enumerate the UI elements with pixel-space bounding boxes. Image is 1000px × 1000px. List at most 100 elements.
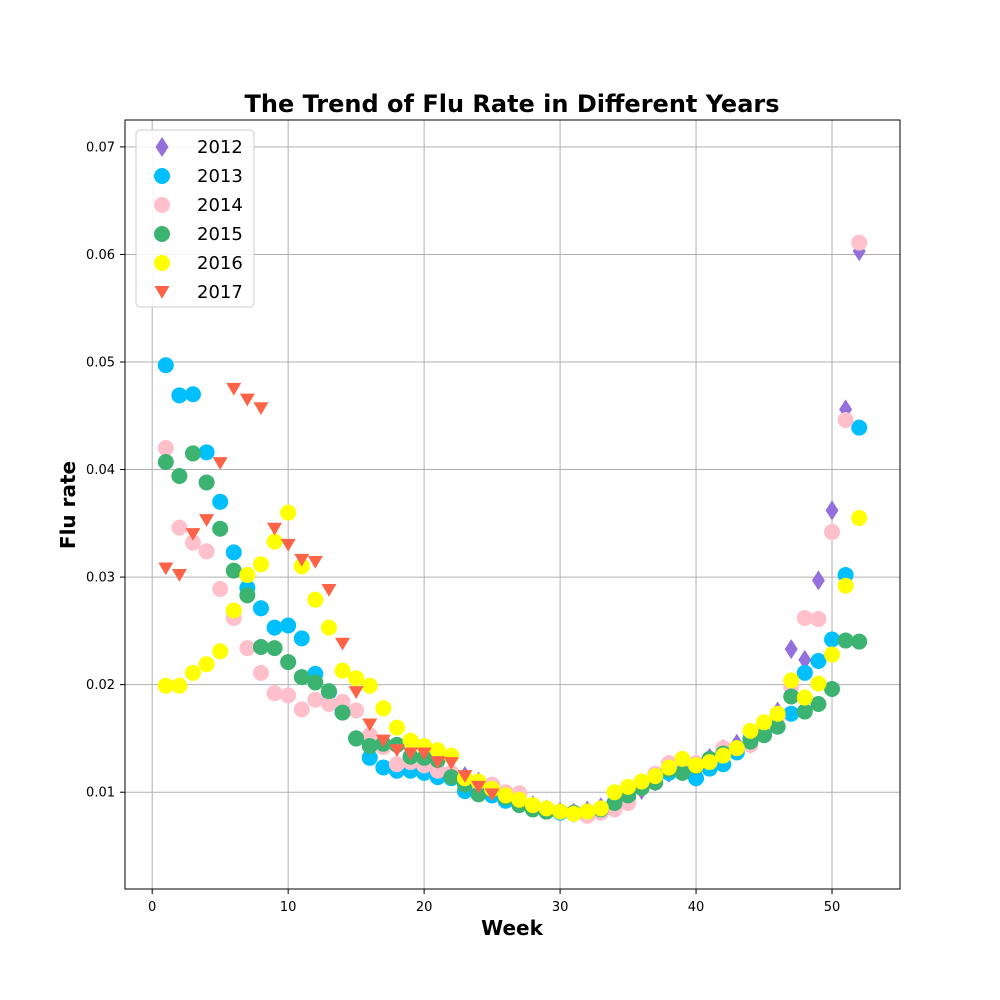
data-point [362, 718, 378, 732]
data-point [810, 675, 827, 692]
data-point [239, 640, 256, 657]
data-point [388, 756, 405, 773]
x-tick-label: 40 [688, 900, 705, 915]
data-point [430, 756, 446, 769]
data-point [416, 747, 432, 761]
data-point [403, 747, 419, 761]
data-point [293, 669, 310, 686]
data-point [225, 602, 242, 619]
data-point [252, 639, 269, 656]
x-tick-label: 20 [416, 900, 433, 915]
data-point [307, 691, 324, 708]
data-point [307, 556, 323, 569]
data-point [185, 528, 201, 541]
data-point [293, 701, 310, 718]
data-point [321, 584, 337, 597]
data-point [552, 803, 569, 820]
legend-marker [155, 137, 169, 157]
data-point [565, 805, 582, 822]
legend-item-2012: 2012 [155, 137, 243, 158]
data-point [798, 649, 812, 670]
data-point [157, 440, 174, 457]
data-point [253, 402, 269, 415]
data-point [647, 768, 664, 785]
data-point [361, 737, 378, 754]
legend-marker [154, 286, 170, 299]
data-point [320, 696, 337, 713]
y-tick-label: 0.06 [86, 248, 115, 263]
data-point [824, 646, 841, 663]
data-point [320, 683, 337, 700]
data-point [633, 773, 650, 790]
data-point [389, 744, 405, 758]
x-tick-label: 30 [552, 900, 569, 915]
data-point [348, 702, 365, 719]
plot-frame [124, 119, 901, 890]
data-point [375, 734, 391, 748]
data-point [266, 640, 283, 657]
legend-label: 2013 [197, 166, 243, 187]
data-point [212, 643, 229, 660]
data-point [688, 770, 705, 787]
data-point [361, 749, 378, 766]
data-point [674, 764, 691, 781]
data-point [497, 787, 514, 804]
data-point [157, 357, 174, 374]
data-point [184, 445, 201, 462]
data-point [824, 631, 841, 648]
data-point [837, 412, 854, 429]
data-point [335, 637, 351, 651]
data-point [198, 444, 215, 461]
data-point [538, 800, 555, 817]
data-point [756, 727, 773, 744]
y-tick-label: 0.01 [86, 786, 115, 801]
data-point [280, 538, 296, 552]
data-point [280, 654, 297, 671]
data-point [824, 680, 841, 697]
data-point [825, 500, 839, 521]
data-point [348, 686, 364, 699]
legend-label: 2017 [197, 282, 243, 303]
data-point [470, 786, 487, 803]
axis-ticks: 0 10 20 30 40 50 0.01 0.02 0.03 0.04 0.05 0.06 0.07 [86, 140, 840, 915]
data-point [212, 457, 228, 470]
data-point [851, 633, 868, 650]
data-point [280, 504, 297, 521]
data-point [361, 677, 378, 694]
data-point [769, 718, 786, 735]
data-point [294, 553, 310, 567]
data-point [796, 703, 813, 720]
data-point [266, 685, 283, 702]
data-point [171, 677, 188, 694]
data-point [784, 639, 798, 660]
data-point [796, 664, 813, 681]
data-point [688, 757, 705, 774]
y-tick-label: 0.02 [86, 678, 115, 693]
data-point [851, 509, 868, 526]
data-point [837, 632, 854, 649]
data-point [171, 387, 188, 404]
data-point [267, 522, 283, 536]
data-point [225, 544, 242, 561]
data-point [375, 759, 392, 776]
data-point [239, 393, 255, 407]
legend-marker [154, 226, 170, 242]
y-tick-label: 0.04 [86, 463, 115, 478]
data-point [171, 467, 188, 484]
y-tick-label: 0.05 [86, 355, 115, 370]
data-point [198, 474, 215, 491]
data-point [810, 611, 827, 628]
data-point [266, 619, 283, 636]
data-point [524, 797, 541, 814]
data-points [157, 234, 868, 824]
data-point [212, 580, 229, 597]
data-point [660, 759, 677, 776]
legend-label: 2012 [197, 137, 243, 158]
data-point [837, 577, 854, 594]
data-point [334, 662, 351, 679]
data-point [239, 566, 256, 583]
chart-title: The Trend of Flu Rate in Different Years [244, 90, 779, 118]
data-point [388, 719, 405, 736]
data-point [266, 533, 283, 550]
data-point [239, 587, 256, 604]
